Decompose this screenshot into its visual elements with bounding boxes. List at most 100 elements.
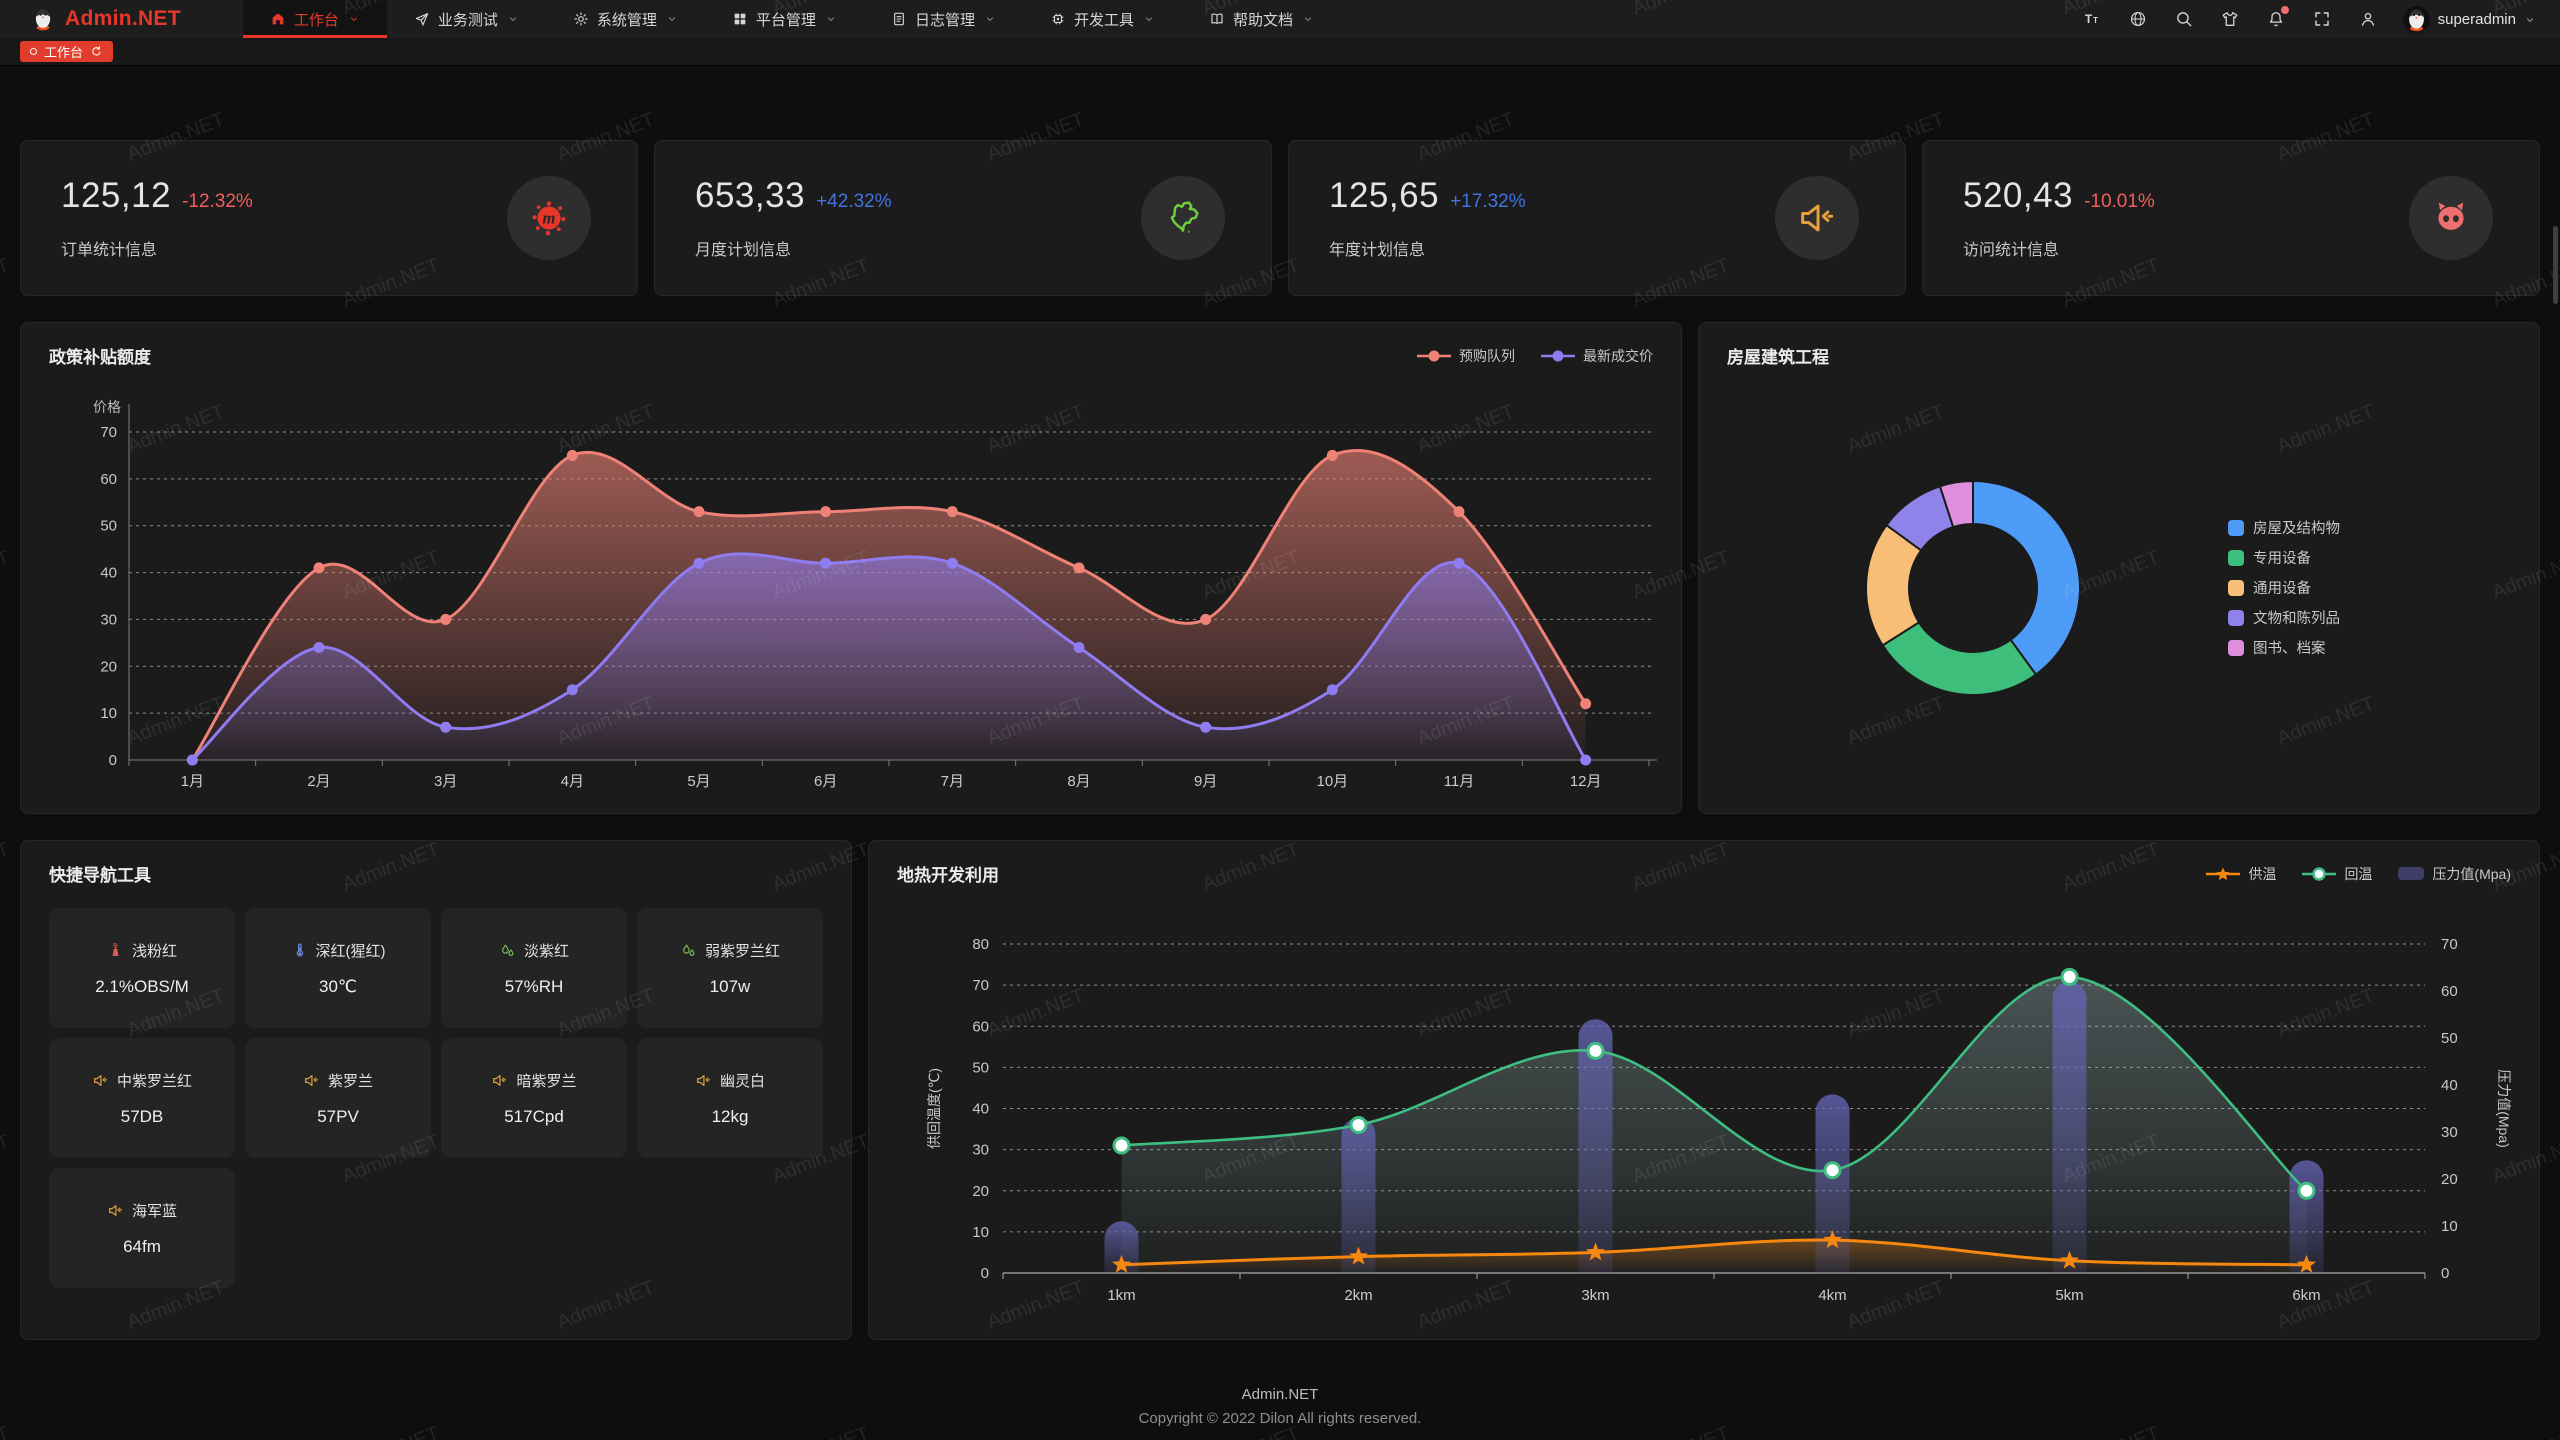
lower-row: 快捷导航工具 浅粉红 2.1%OBS/M 深红(猩红) 30℃ 淡紫红 57%RH 弱紫罗兰…	[20, 840, 2540, 1340]
quick-nav-tile[interactable]: 浅粉红 2.1%OBS/M	[49, 908, 235, 1028]
active-dot-icon	[30, 48, 37, 55]
quick-nav-tile[interactable]: 紫罗兰 57PV	[245, 1038, 431, 1158]
nav-workbench[interactable]: 工作台	[242, 0, 387, 38]
geothermal-chart-legend: 供温 回温 压力值(Mpa)	[2206, 864, 2511, 884]
tool-theme[interactable]	[2221, 10, 2239, 28]
speaker-icon	[697, 1074, 711, 1086]
brand-logo[interactable]: Admin.NET	[0, 0, 217, 38]
donut-slice[interactable]	[1938, 479, 1974, 529]
tool-fullscreen[interactable]	[2313, 10, 2331, 28]
nav-system-manage[interactable]: 系统管理	[546, 0, 705, 38]
svg-text:房屋及结构物: 房屋及结构物	[2253, 520, 2340, 537]
legend-item[interactable]: 房屋及结构物	[2228, 520, 2340, 537]
svg-text:T: T	[2084, 12, 2092, 26]
svg-text:T: T	[2093, 16, 2098, 25]
tile-name: 海军蓝	[131, 1202, 177, 1220]
legend-item[interactable]: 供温	[2206, 864, 2276, 884]
legend-item[interactable]: 文物和陈列品	[2228, 609, 2340, 627]
stat-label: 访问统计信息	[1963, 242, 2060, 259]
quick-nav-tile[interactable]: 弱紫罗兰红 107w	[637, 908, 823, 1028]
nav-help-docs[interactable]: 帮助文档	[1182, 0, 1341, 38]
stat-icon-circle: m	[507, 176, 591, 260]
nav-business-test[interactable]: 业务测试	[387, 0, 546, 38]
legend-item[interactable]: 压力值(Mpa)	[2398, 864, 2511, 884]
geothermal-chart[interactable]: 0 10 20 30 40 50 60 70 80 0 10 20 30 40 50 60 70 供回温度(℃) 压…	[893, 890, 2517, 1318]
policy-subsidy-chart[interactable]: 0 10 20 30 40 50 60 70 价格 1月 2月 3月 4月 5月 6月 7月 8月 9月 10月 11…	[45, 372, 1659, 800]
legend-item[interactable]: 专用设备	[2228, 550, 2311, 567]
tool-language[interactable]	[2129, 10, 2147, 28]
tile-value: 30℃	[318, 976, 357, 996]
tool-notification[interactable]	[2267, 6, 2289, 28]
svg-text:30: 30	[2441, 1124, 2458, 1141]
scrollbar-thumb[interactable]	[2553, 226, 2558, 304]
book-icon	[1211, 13, 1223, 24]
tool-profile[interactable]	[2359, 10, 2377, 28]
svg-text:10: 10	[2441, 1218, 2458, 1235]
stat-label: 年度计划信息	[1329, 242, 1426, 259]
donut-slice[interactable]	[1972, 479, 2081, 676]
pressure-bar[interactable]	[1341, 1117, 1376, 1273]
quick-nav-tile[interactable]: 淡紫红 57%RH	[441, 908, 627, 1028]
svg-text:价格: 价格	[93, 399, 121, 415]
quick-nav-grid: 浅粉红 2.1%OBS/M 深红(猩红) 30℃ 淡紫红 57%RH 弱紫罗兰红 107w 中紫…	[21, 890, 851, 1288]
pressure-bar[interactable]	[1815, 1094, 1850, 1273]
legend-item[interactable]: 回温	[2302, 864, 2372, 884]
svg-text:0: 0	[109, 752, 117, 769]
speaker-icon	[1801, 204, 1834, 232]
nav-dev-tools[interactable]: 开发工具	[1023, 0, 1182, 38]
refresh-icon[interactable]	[90, 45, 103, 58]
refresh-icon	[92, 46, 101, 56]
quick-nav-tile[interactable]: 深红(猩红) 30℃	[245, 908, 431, 1028]
china-map-icon	[1170, 201, 1199, 233]
svg-text:10: 10	[100, 705, 117, 722]
nav-log-manage[interactable]: 日志管理	[864, 0, 1023, 38]
humidity-icon	[683, 943, 695, 956]
svg-text:70: 70	[972, 977, 989, 994]
footer-copyright: Copyright © 2022 Dilon All rights reserv…	[1138, 1410, 1422, 1427]
geothermal-chart-title: 地热开发利用	[897, 866, 999, 885]
stat-value: 125,65	[1329, 176, 1440, 215]
pressure-bar[interactable]	[1104, 1221, 1139, 1273]
quick-nav-tile[interactable]: 中紫罗兰红 57DB	[49, 1038, 235, 1158]
brand-name: Admin.NET	[65, 7, 181, 30]
stat-icon-circle	[1141, 176, 1225, 260]
quick-nav-tile[interactable]: 幽灵白 12kg	[637, 1038, 823, 1158]
svg-text:5km: 5km	[2055, 1287, 2083, 1304]
svg-text:专用设备: 专用设备	[2253, 550, 2311, 567]
building-project-card: 房屋建筑工程 房屋及结构物 专用设备 通用设备 文物和陈列品 图书、档案	[1698, 322, 2540, 814]
tile-value: 517Cpd	[504, 1106, 564, 1126]
speaker-icon	[305, 1074, 319, 1086]
chevron-down-icon	[2524, 13, 2536, 25]
tab-workbench[interactable]: 工作台	[20, 41, 114, 62]
legend-item[interactable]: 预购队列	[1417, 346, 1515, 366]
quick-nav-tile[interactable]: 海军蓝 64fm	[49, 1168, 235, 1288]
stat-label: 月度计划信息	[695, 242, 792, 259]
user-menu[interactable]: superadmin	[2402, 0, 2536, 38]
pressure-bar[interactable]	[2052, 981, 2087, 1273]
nav-platform-manage[interactable]: 平台管理	[705, 0, 864, 38]
legend-item[interactable]: 图书、档案	[2228, 639, 2326, 657]
stat-card: 520,43 -10.01% 访问统计信息	[1922, 140, 2540, 296]
chevron-down-icon	[509, 17, 516, 21]
svg-text:60: 60	[972, 1018, 989, 1035]
quick-nav-tile[interactable]: 暗紫罗兰 517Cpd	[441, 1038, 627, 1158]
svg-text:20: 20	[100, 658, 117, 675]
tile-name: 中紫罗兰红	[116, 1072, 192, 1090]
legend-item[interactable]: 通用设备	[2228, 580, 2311, 597]
stat-card: 125,12 -12.32% 订单统计信息 m	[20, 140, 638, 296]
main-menu: 工作台 业务测试 系统管理 平台管理 日志管理 开发工具 帮助文档	[242, 0, 1341, 38]
svg-text:80: 80	[972, 936, 989, 953]
main-content: 125,12 -12.32% 订单统计信息 m 653,33 +42.32% 月度计划信息 1…	[0, 66, 2560, 1440]
tile-value: 57DB	[120, 1106, 164, 1126]
svg-text:6月: 6月	[814, 773, 837, 790]
pressure-bar[interactable]	[1578, 1019, 1613, 1273]
tool-search[interactable]	[2175, 10, 2193, 28]
chevron-down-icon	[827, 17, 834, 21]
donut-slice[interactable]	[1881, 620, 2038, 696]
legend-line-marker-icon	[1417, 350, 1451, 361]
legend-item[interactable]: 最新成交价	[1541, 346, 1653, 366]
footer-app-name: Admin.NET	[1241, 1386, 1319, 1403]
